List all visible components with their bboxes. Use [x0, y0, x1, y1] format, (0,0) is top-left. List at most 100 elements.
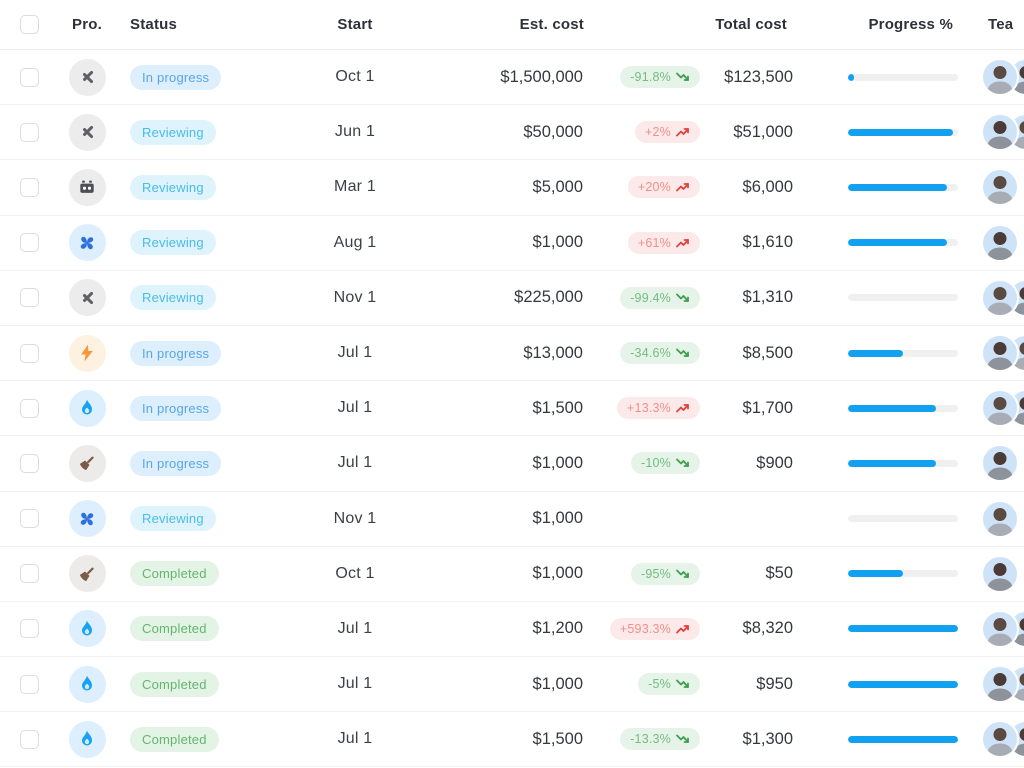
- avatar: [981, 168, 1019, 207]
- table-row[interactable]: Reviewing Aug 1 $1,000 +61% $1,610: [0, 216, 1024, 271]
- table-row[interactable]: In progress Jul 1 $1,000 -10% $900: [0, 436, 1024, 492]
- trend-value: +593.3%: [619, 621, 671, 636]
- progress-bar: [848, 570, 958, 578]
- est-cost: $1,000: [532, 453, 583, 472]
- start-date: Aug 1: [333, 233, 377, 251]
- row-checkbox[interactable]: [20, 288, 39, 308]
- table-row[interactable]: In progress Jul 1 $1,500 +13.3% $1,700: [0, 381, 1024, 437]
- table-row[interactable]: Completed Oct 1 $1,000 -95% $50: [0, 547, 1024, 602]
- progress-bar: [848, 515, 958, 523]
- progress-bar-fill: [848, 73, 854, 81]
- row-checkbox[interactable]: [20, 67, 39, 87]
- table-row[interactable]: Reviewing Nov 1 $225,000 -99.4% $1,310: [0, 271, 1024, 326]
- progress-bar-fill: [848, 404, 936, 412]
- table-row[interactable]: In progress Oct 1 $1,500,000 -91.8% $123…: [0, 50, 1024, 106]
- row-checkbox[interactable]: [20, 343, 39, 363]
- start-date: Mar 1: [334, 178, 376, 196]
- row-checkbox[interactable]: [20, 729, 39, 749]
- row-checkbox[interactable]: [20, 674, 39, 694]
- start-date: Jul 1: [337, 730, 373, 748]
- total-cost: $1,700: [742, 398, 793, 417]
- trend-value: +61%: [637, 235, 671, 250]
- total-cost: $50: [765, 564, 793, 583]
- trend-badge: -91.8%: [620, 66, 700, 89]
- progress-bar-fill: [848, 570, 903, 578]
- table-row[interactable]: Completed Jul 1 $1,000 -5% $950: [0, 657, 1024, 713]
- trend-badge: -95%: [631, 562, 700, 585]
- start-date: Jun 1: [334, 123, 376, 141]
- table-row[interactable]: Reviewing Mar 1 $5,000 +20% $6,000: [0, 160, 1024, 216]
- trend-arrow-icon: [676, 71, 690, 83]
- trend-badge: -5%: [638, 673, 700, 696]
- flame-icon: [68, 720, 106, 758]
- trend-arrow-icon: [676, 678, 690, 690]
- start-date: Jul 1: [337, 454, 373, 472]
- progress-bar: [848, 183, 958, 191]
- trend-arrow-icon: [676, 623, 690, 635]
- row-checkbox[interactable]: [20, 453, 39, 473]
- total-cost: $6,000: [742, 177, 793, 196]
- row-checkbox[interactable]: [20, 564, 39, 584]
- select-all-checkbox[interactable]: [20, 15, 39, 34]
- trend-badge: -13.3%: [620, 728, 700, 751]
- est-cost: $225,000: [514, 288, 583, 307]
- progress-bar: [848, 128, 958, 136]
- row-checkbox[interactable]: [20, 122, 39, 142]
- est-cost: $13,000: [523, 343, 583, 362]
- start-date: Nov 1: [333, 288, 377, 306]
- flame-icon: [68, 610, 106, 648]
- status-badge: Reviewing: [130, 285, 216, 311]
- avatar: [981, 499, 1019, 538]
- row-checkbox[interactable]: [20, 398, 39, 418]
- trend-value: +20%: [637, 180, 671, 195]
- column-header-project[interactable]: Pro.: [72, 16, 102, 33]
- team-avatars: [975, 602, 1024, 656]
- column-header-team[interactable]: Tea: [988, 16, 1014, 33]
- trend-badge: -99.4%: [620, 286, 700, 309]
- avatar: [981, 720, 1019, 759]
- trend-badge: -34.6%: [620, 342, 700, 365]
- progress-bar: [848, 73, 958, 81]
- table-row[interactable]: Completed Jul 1 $1,200 +593.3% $8,320: [0, 602, 1024, 658]
- progress-bar-fill: [848, 680, 958, 688]
- status-badge: In progress: [130, 450, 222, 476]
- trend-arrow-icon: [676, 292, 690, 304]
- progress-bar-fill: [848, 128, 953, 136]
- team-avatars: [975, 381, 1024, 435]
- est-cost: $1,500,000: [500, 67, 583, 86]
- row-checkbox[interactable]: [20, 177, 39, 197]
- status-badge: Reviewing: [130, 119, 216, 145]
- table-row[interactable]: Reviewing Jun 1 $50,000 +2% $51,000: [0, 105, 1024, 161]
- tools-icon: [68, 113, 106, 151]
- column-header-start[interactable]: Start: [337, 16, 373, 33]
- bolt-icon: [68, 334, 106, 372]
- team-avatars: [975, 326, 1024, 380]
- status-badge: Reviewing: [130, 506, 216, 532]
- start-date: Jul 1: [337, 399, 373, 417]
- trend-badge: -10%: [631, 452, 700, 475]
- total-cost: $1,300: [742, 729, 793, 748]
- trend-value: -91.8%: [630, 70, 671, 85]
- column-header-total-cost[interactable]: Total cost: [715, 16, 787, 33]
- column-header-est-cost[interactable]: Est. cost: [519, 16, 584, 33]
- table-row[interactable]: Reviewing Nov 1 $1,000: [0, 492, 1024, 547]
- table-row[interactable]: In progress Jul 1 $13,000 -34.6% $8,500: [0, 326, 1024, 382]
- column-header-status[interactable]: Status: [130, 16, 178, 33]
- est-cost: $50,000: [523, 122, 583, 141]
- status-badge: Reviewing: [130, 230, 216, 256]
- avatar: [981, 609, 1019, 648]
- team-avatars: [975, 105, 1024, 159]
- row-checkbox[interactable]: [20, 233, 39, 253]
- column-header-progress[interactable]: Progress %: [868, 16, 953, 33]
- trend-value: -34.6%: [630, 346, 671, 361]
- row-checkbox[interactable]: [20, 509, 39, 529]
- trend-badge: +593.3%: [609, 617, 700, 640]
- total-cost: $1,310: [742, 288, 793, 307]
- table-body: In progress Oct 1 $1,500,000 -91.8% $123…: [0, 50, 1024, 768]
- team-avatars: [975, 492, 1024, 546]
- trend-arrow-icon: [676, 457, 690, 469]
- trend-value: -95%: [641, 566, 671, 581]
- table-row[interactable]: Completed Jul 1 $1,500 -13.3% $1,300: [0, 712, 1024, 768]
- row-checkbox[interactable]: [20, 619, 39, 639]
